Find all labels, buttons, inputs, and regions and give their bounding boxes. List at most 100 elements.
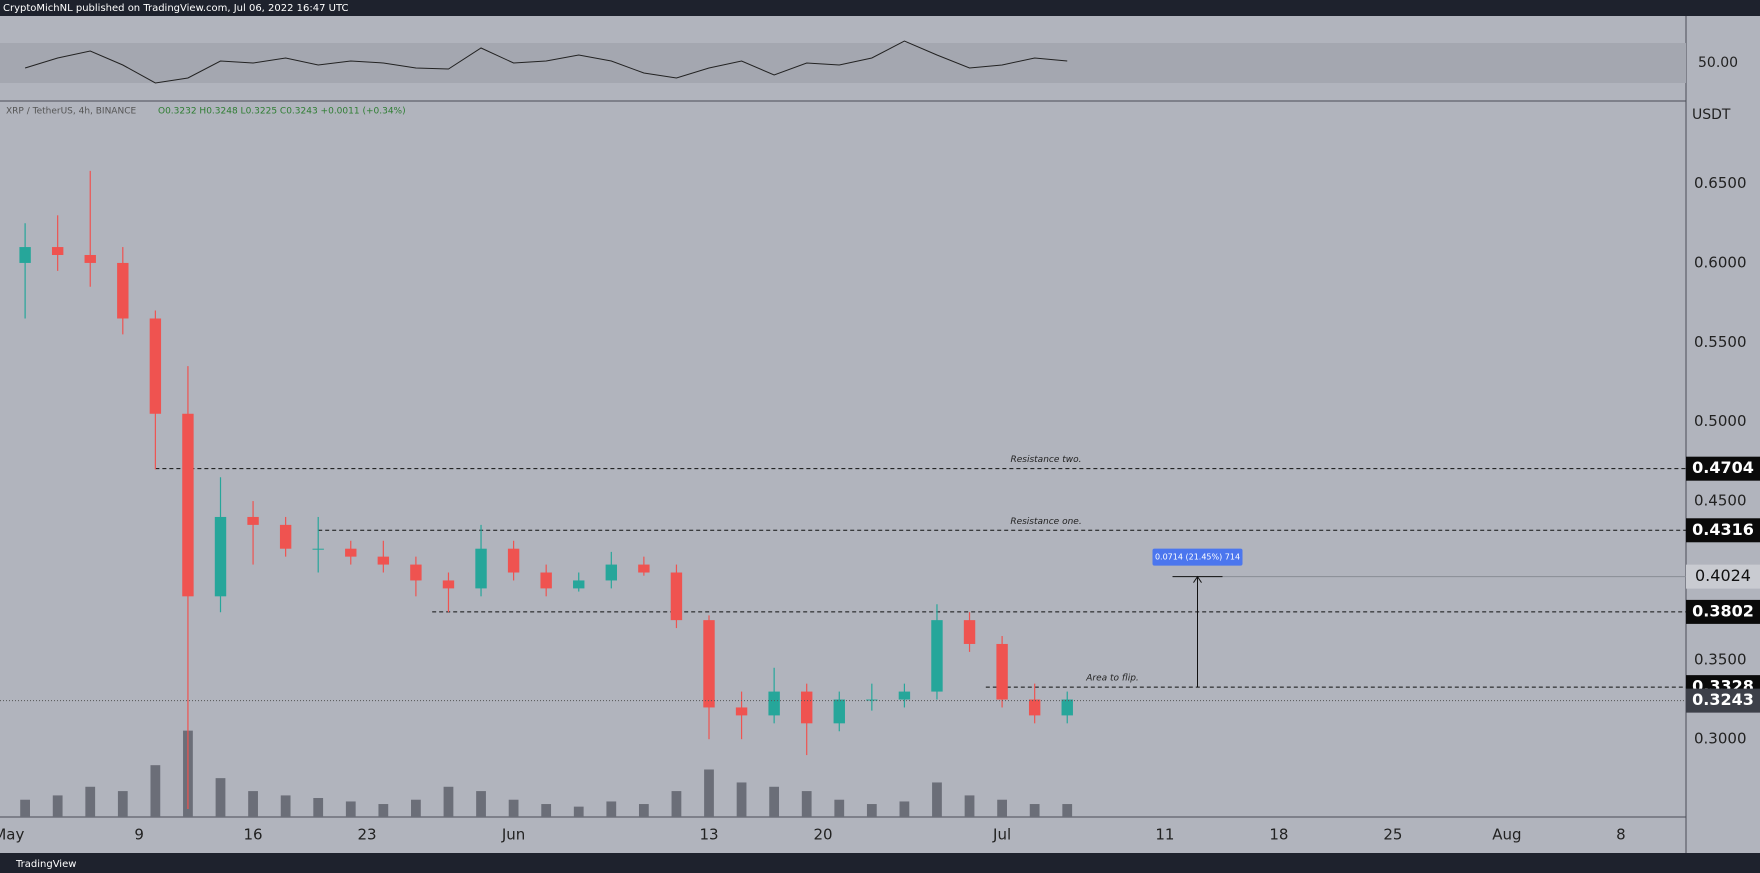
candle-body	[475, 548, 487, 589]
volume-bar	[736, 782, 747, 817]
volume-bar	[248, 791, 258, 817]
candle-body	[247, 516, 259, 525]
x-tick-label: 25	[1383, 826, 1402, 844]
volume-bar	[476, 791, 486, 817]
x-tick-label: Aug	[1492, 826, 1521, 844]
volume-bar	[117, 791, 128, 817]
volume-bar	[573, 806, 584, 817]
volume-bar	[997, 799, 1007, 817]
volume-bar	[541, 804, 552, 817]
candle-body	[377, 556, 390, 565]
candle-body	[117, 262, 129, 319]
x-tick-label: 8	[1616, 826, 1626, 844]
volume-bar	[345, 801, 356, 817]
candle-body	[996, 643, 1008, 700]
x-tick-label: 16	[244, 826, 263, 844]
candle-body	[898, 691, 911, 700]
level-note: Area to flip.	[1085, 674, 1139, 684]
volume-bar	[638, 804, 649, 817]
level-note: Resistance two.	[1010, 455, 1081, 465]
y-tick-label: 0.4500	[1694, 492, 1747, 510]
volume-bar	[769, 786, 780, 817]
candle-body	[605, 564, 618, 581]
volume-bar	[52, 795, 63, 817]
candle-body	[670, 572, 683, 621]
measure-arrowhead	[1193, 575, 1202, 583]
symbol: XRP / TetherUS, 4h, BINANCE	[6, 107, 136, 117]
candle-body	[507, 548, 520, 573]
x-tick-label: 20	[813, 826, 832, 844]
candle-body	[84, 254, 96, 263]
level-label-box	[1686, 599, 1760, 624]
volume-bar	[704, 769, 714, 817]
candle-body	[735, 707, 748, 716]
y-tick-label: 0.6000	[1694, 253, 1747, 271]
candle-body	[540, 572, 552, 589]
footer-bar	[0, 853, 1760, 873]
candle-body	[312, 548, 324, 550]
level-label-box	[1686, 518, 1760, 543]
x-tick-label: 23	[358, 826, 377, 844]
volume-bar	[508, 799, 519, 817]
measure-label-box	[1152, 548, 1243, 566]
volume-bar	[1062, 804, 1073, 817]
volume-bar	[378, 804, 389, 817]
candle-body	[1061, 699, 1073, 716]
rsi-tick-label: 50.00	[1698, 55, 1738, 71]
volume-bar	[280, 795, 291, 817]
x-tick-label: Jul	[992, 826, 1011, 844]
last-price-label: 0.3243	[1692, 690, 1754, 709]
footer: TradingView	[15, 859, 76, 870]
x-tick-label: 9	[134, 826, 144, 844]
volume-bar	[932, 782, 942, 817]
x-tick-label: 13	[699, 826, 718, 844]
level-label: 0.4316	[1692, 520, 1754, 539]
volume-bar	[1029, 804, 1040, 817]
rsi-band	[0, 43, 1686, 83]
candle-body	[703, 620, 715, 708]
level-label-box	[1686, 456, 1760, 481]
x-tick-label: May	[0, 826, 24, 844]
candle-body	[345, 548, 357, 557]
volume-bar	[20, 799, 30, 817]
level-note: Resistance one.	[1010, 517, 1081, 527]
last-price-box	[1686, 688, 1760, 713]
volume-bar	[671, 791, 682, 817]
candle-body	[931, 620, 943, 692]
volume-bar	[411, 799, 421, 817]
level-label: 0.3802	[1692, 601, 1754, 620]
candle-body	[963, 620, 976, 644]
level-label: 0.4704	[1692, 458, 1754, 477]
candle-body	[149, 318, 162, 414]
candle-body	[410, 564, 422, 581]
y-tick-label: 0.5500	[1694, 333, 1747, 351]
volume-bar	[964, 795, 975, 817]
volume-bar	[215, 778, 226, 817]
y-tick-label: 0.6500	[1694, 174, 1747, 192]
x-tick-label: 11	[1155, 826, 1174, 844]
measure-label: 0.0714 (21.45%) 714	[1155, 553, 1240, 562]
volume-bar	[834, 799, 845, 817]
measure-axis-box	[1686, 564, 1760, 589]
volume-bar	[606, 801, 617, 817]
ohlc: O0.3232 H0.3248 L0.3225 C0.3243 +0.0011 …	[158, 107, 406, 117]
x-tick-label: Jun	[501, 826, 525, 844]
volume-bar	[85, 786, 96, 817]
candle-body	[573, 580, 585, 589]
candle-body	[182, 413, 194, 597]
measure-axis-label: 0.4024	[1695, 566, 1751, 585]
volume-bar	[150, 765, 161, 817]
candle-body	[1028, 699, 1041, 716]
candle-body	[442, 580, 455, 589]
candle-body	[51, 247, 64, 255]
header-bar	[0, 0, 1760, 16]
candle-body	[866, 699, 878, 701]
y-tick-label: 0.3000	[1694, 730, 1747, 748]
candle-body	[279, 524, 292, 549]
candle-body	[214, 516, 227, 597]
y-tick-label: 0.3500	[1694, 650, 1747, 668]
rsi-line	[24, 40, 1068, 84]
x-tick-label: 18	[1269, 826, 1288, 844]
